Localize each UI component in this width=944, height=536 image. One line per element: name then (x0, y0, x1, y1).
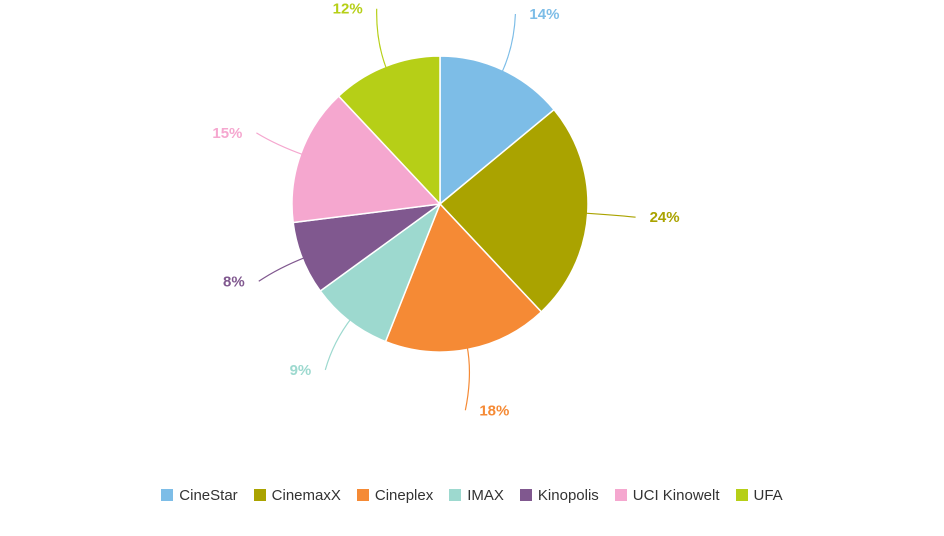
legend-label-imax: IMAX (467, 486, 504, 504)
connector-line-cinemaxx (583, 212, 636, 218)
data-label-ufa: 12% (333, 1, 363, 18)
legend-item-kinopolis[interactable]: Kinopolis (519, 486, 599, 504)
legend-swatch-cineplex (356, 489, 369, 501)
legend-item-ufa[interactable]: UFA (735, 486, 783, 504)
legend-label-uci-kinowelt: UCI Kinowelt (632, 486, 720, 504)
legend-item-cinestar[interactable]: CineStar (161, 486, 238, 504)
data-label-kinopolis: 8% (223, 273, 245, 290)
legend-label-ufa: UFA (753, 486, 783, 504)
connector-line-cineplex (464, 345, 471, 411)
legend-swatch-ufa (735, 489, 748, 501)
data-label-cinemaxx: 24% (650, 209, 680, 226)
legend-item-uci-kinowelt[interactable]: UCI Kinowelt (614, 486, 720, 504)
legend-swatch-cinemaxx (253, 489, 266, 501)
connector-line-imax (324, 317, 353, 371)
legend-swatch-kinopolis (519, 489, 532, 501)
legend-swatch-imax (449, 489, 462, 501)
legend-item-cineplex[interactable]: Cineplex (356, 486, 434, 504)
connector-line-cinestar (500, 13, 517, 74)
connector-line-kinopolis (258, 256, 307, 282)
connector-line-ufa (376, 8, 388, 71)
data-label-cineplex: 18% (479, 402, 509, 419)
legend-label-cinestar: CineStar (179, 486, 238, 504)
connector-line-uci-kinowelt (256, 132, 305, 156)
data-label-cinestar: 14% (529, 6, 559, 23)
legend-label-cineplex: Cineplex (374, 486, 434, 504)
legend-item-imax[interactable]: IMAX (449, 487, 504, 504)
legend-label-kinopolis: Kinopolis (537, 486, 599, 504)
data-label-uci-kinowelt: 15% (212, 125, 242, 142)
legend-swatch-cinestar (161, 489, 174, 501)
data-label-imax: 9% (290, 362, 312, 379)
legend-swatch-uci-kinowelt (614, 489, 627, 501)
chart-legend: CineStar CinemaxX Cineplex IMAX Kinopolis UCI… (0, 484, 944, 506)
legend-item-cinemaxx[interactable]: CinemaxX (253, 486, 341, 504)
legend-label-cinemaxx: CinemaxX (271, 486, 341, 504)
